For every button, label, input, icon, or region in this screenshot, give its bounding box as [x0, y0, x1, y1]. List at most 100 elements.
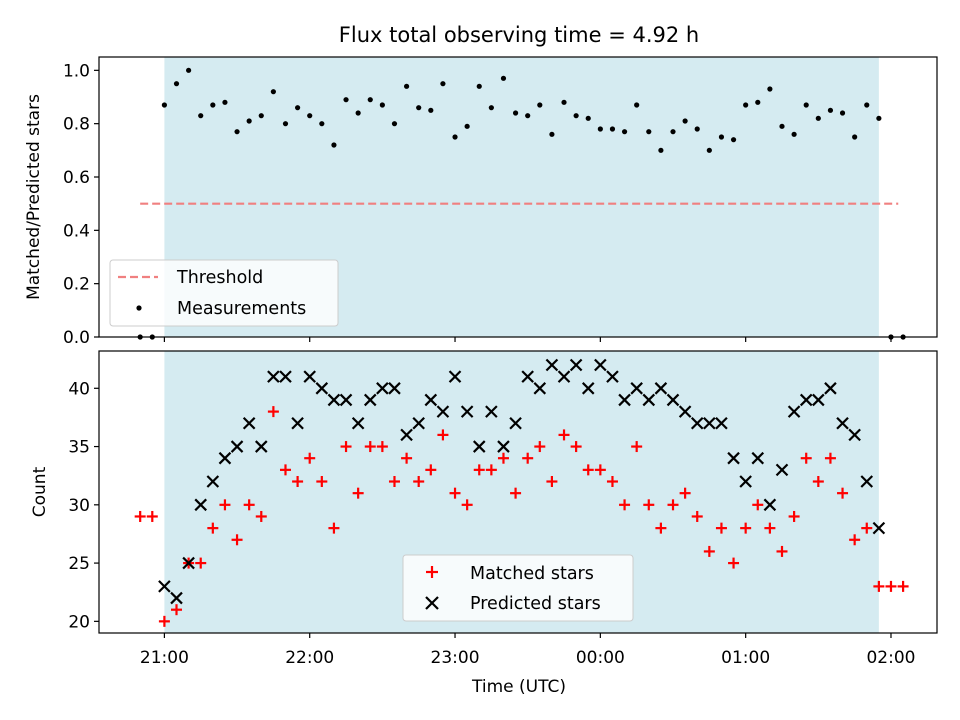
matched-star-point: [861, 522, 873, 534]
matched-star-point: [522, 452, 534, 464]
predicted-star-point: [775, 463, 789, 477]
x-tick-label: 21:00: [140, 648, 189, 668]
measurement-point: [621, 129, 628, 135]
predicted-star-point: [618, 393, 631, 407]
predicted-star-point: [400, 428, 413, 442]
predicted-star-point: [291, 416, 304, 430]
matched-star-point: [304, 452, 316, 464]
matched-star-point: [812, 476, 824, 488]
predicted-star-point: [739, 475, 752, 488]
predicted-star-point: [218, 451, 232, 465]
measurement-point: [367, 97, 373, 103]
matched-star-point: [837, 487, 849, 499]
measurement-point: [573, 113, 579, 119]
measurement-point: [403, 83, 410, 89]
matched-star-point: [764, 522, 776, 534]
measurement-point: [258, 113, 264, 119]
predicted-star-point: [424, 393, 438, 407]
predicted-star-point: [509, 416, 522, 430]
matched-legend-swatch: [426, 566, 438, 578]
measurement-point: [537, 102, 543, 108]
count-panel-frame: [98, 350, 938, 634]
matched-star-point: [461, 499, 473, 511]
measurement-point: [767, 86, 773, 92]
predicted-star-point: [545, 358, 559, 372]
measurement-point: [815, 115, 821, 121]
measurement-point: [585, 115, 591, 121]
predicted-star-point: [303, 370, 316, 383]
measurement-point: [646, 129, 652, 135]
predicted-star-point: [533, 382, 547, 395]
measurement-point: [500, 75, 507, 81]
measurement-point: [597, 126, 603, 132]
matched-legend-label: Matched stars: [470, 564, 594, 584]
matched-star-point: [885, 580, 897, 592]
ratio-panel-frame: [98, 56, 938, 338]
matched-star-point: [255, 510, 267, 522]
count-y-tick-label: 40: [68, 379, 90, 399]
matched-star-point: [546, 476, 558, 488]
predicted-star-point: [666, 393, 680, 407]
predicted-star-point: [327, 393, 341, 407]
measurement-point: [222, 99, 228, 105]
x-tick-label: 22:00: [285, 648, 334, 668]
measurement-point: [173, 81, 180, 87]
measurement-point: [791, 131, 797, 137]
matched-star-point: [667, 499, 679, 511]
predicted-star-point: [799, 393, 813, 407]
measurement-point: [282, 121, 289, 127]
matched-star-point: [594, 464, 606, 476]
matched-star-point: [631, 441, 643, 453]
ratio-y-tick-label: 0.8: [63, 115, 90, 135]
matched-star-point: [679, 487, 691, 499]
predicted-star-point: [569, 358, 583, 372]
matched-star-point: [146, 510, 158, 522]
measurement-point: [706, 147, 712, 153]
predicted-star-point: [630, 382, 643, 395]
measurement-point: [270, 89, 276, 95]
predicted-star-point: [230, 440, 244, 453]
matched-star-point: [352, 487, 364, 499]
predicted-star-point: [158, 580, 171, 593]
ratio-panel: 0.0 0.2 0.4 0.6 0.8 1.0 Matched/Predicted sta…: [24, 56, 938, 348]
predicted-star-point: [654, 382, 668, 395]
measurement-point: [658, 147, 664, 153]
x-tick-label: 01:00: [721, 648, 770, 668]
matched-star-point: [534, 441, 546, 453]
predicted-star-point: [703, 416, 716, 430]
matched-star-point: [195, 557, 207, 569]
measurement-point: [319, 121, 325, 127]
predicted-star-point: [363, 393, 377, 407]
measurement-point: [343, 97, 349, 103]
measurement-point: [379, 102, 385, 108]
matched-star-point: [340, 441, 352, 453]
measurement-point: [416, 105, 422, 111]
matched-star-point: [606, 476, 618, 488]
ratio-y-tick-label: 0.2: [63, 275, 90, 295]
count-y-tick-label: 25: [68, 554, 90, 574]
matched-star-point: [619, 499, 631, 511]
predicted-star-point: [521, 370, 534, 383]
predicted-star-point: [436, 405, 450, 418]
matched-star-point: [740, 522, 752, 534]
matched-star-point: [207, 522, 219, 534]
matched-star-point: [328, 522, 340, 534]
matched-star-point: [776, 545, 788, 557]
count-y-tick-label: 35: [68, 438, 90, 458]
count-y-tick-label: 30: [68, 496, 90, 516]
matched-star-point: [824, 452, 836, 464]
matched-star-point: [655, 522, 667, 534]
measurement-point: [561, 99, 567, 105]
measurement-point: [476, 83, 482, 89]
matched-star-point: [413, 476, 425, 488]
measurement-point: [307, 113, 313, 119]
threshold-legend-label: Threshold: [176, 268, 263, 288]
count-panel: 20 25 30 35 40 21:00 22:00 23:00 00:00 01:00 02:0…: [30, 350, 938, 697]
ratio-y-axis-label: Matched/Predicted stars: [24, 94, 44, 300]
predicted-star-point: [557, 370, 571, 383]
measurement-point: [464, 123, 470, 129]
measurement-point: [512, 110, 519, 116]
matched-star-point: [643, 499, 655, 511]
predicted-star-point: [472, 440, 486, 453]
measurement-point: [839, 110, 846, 116]
